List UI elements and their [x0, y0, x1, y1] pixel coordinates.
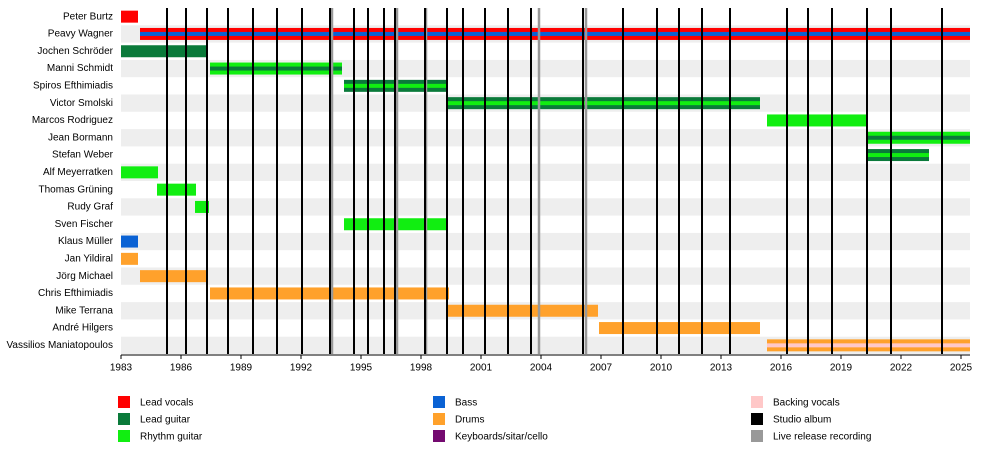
role-stripe	[447, 101, 760, 106]
member-name: Rudy Graf	[67, 202, 113, 213]
row-band	[121, 198, 970, 216]
x-tick-label: 1992	[290, 363, 313, 374]
x-tick-label: 1989	[230, 363, 253, 374]
member-name: Jean Bormann	[48, 132, 113, 143]
member-bar	[121, 10, 138, 23]
member-name: Peter Burtz	[63, 11, 113, 22]
legend-swatch	[433, 413, 445, 425]
legend-label: Studio album	[773, 415, 831, 426]
member-name: Chris Efthimiadis	[38, 288, 113, 299]
legend-swatch	[118, 413, 130, 425]
legend-swatch	[433, 430, 445, 442]
member-bar	[767, 114, 867, 127]
member-name: Jan Yildiral	[65, 253, 113, 264]
legend-label: Lead vocals	[140, 398, 193, 409]
legend-swatch	[751, 430, 763, 442]
member-name: Victor Smolski	[50, 98, 113, 109]
member-bar	[140, 270, 208, 283]
x-tick-label: 2004	[530, 363, 553, 374]
legend-swatch	[118, 396, 130, 408]
legend-label: Live release recording	[773, 432, 871, 443]
member-name: Jörg Michael	[56, 271, 113, 282]
role-stripe	[767, 343, 970, 348]
row-band	[121, 267, 970, 285]
x-tick-label: 1995	[350, 363, 373, 374]
member-name: Marcos Rodriguez	[32, 115, 113, 126]
legend-label: Drums	[455, 415, 484, 426]
x-tick-label: 1986	[170, 363, 193, 374]
member-name: Klaus Müller	[58, 236, 114, 247]
x-tick-label: 2013	[710, 363, 733, 374]
legend-label: Backing vocals	[773, 398, 840, 409]
member-name: Vassilios Maniatopoulos	[6, 340, 113, 351]
member-bar	[121, 166, 158, 179]
legend-swatch	[118, 430, 130, 442]
member-name: Sven Fischer	[55, 219, 114, 230]
role-stripe	[140, 31, 970, 36]
member-bar	[121, 45, 208, 58]
member-name: Stefan Weber	[52, 150, 114, 161]
x-tick-label: 2025	[950, 363, 973, 374]
role-stripe	[866, 153, 929, 158]
member-bar	[121, 252, 138, 265]
x-tick-label: 2001	[470, 363, 493, 374]
member-name: Mike Terrana	[55, 305, 113, 316]
row-band	[121, 232, 970, 251]
x-tick-label: 2019	[830, 363, 853, 374]
member-bar	[157, 183, 196, 196]
member-name: Jochen Schröder	[37, 46, 113, 57]
member-name: Thomas Grüning	[39, 184, 113, 195]
member-name: Spiros Efthimiadis	[33, 80, 113, 91]
member-name: Alf Meyerratken	[43, 167, 113, 178]
x-tick-label: 2007	[590, 363, 613, 374]
member-bar	[195, 200, 209, 213]
member-name: Manni Schmidt	[47, 63, 113, 74]
member-name: Peavy Wagner	[48, 29, 114, 40]
legend-swatch	[751, 413, 763, 425]
legend-label: Rhythm guitar	[140, 432, 203, 443]
x-tick-label: 2022	[890, 363, 913, 374]
row-band	[121, 129, 970, 147]
legend-label: Keyboards/sitar/cello	[455, 432, 548, 443]
legend-swatch	[751, 396, 763, 408]
member-name: André Hilgers	[52, 323, 113, 334]
x-tick-label: 2016	[770, 363, 793, 374]
role-stripe	[866, 135, 970, 140]
x-tick-label: 2010	[650, 363, 673, 374]
legend-swatch	[433, 396, 445, 408]
legend-label: Lead guitar	[140, 415, 191, 426]
member-bar	[121, 235, 138, 248]
legend-label: Bass	[455, 398, 477, 409]
x-tick-label: 1998	[410, 363, 433, 374]
x-tick-label: 1983	[110, 363, 133, 374]
row-band	[121, 163, 970, 181]
member-bar	[447, 304, 598, 317]
